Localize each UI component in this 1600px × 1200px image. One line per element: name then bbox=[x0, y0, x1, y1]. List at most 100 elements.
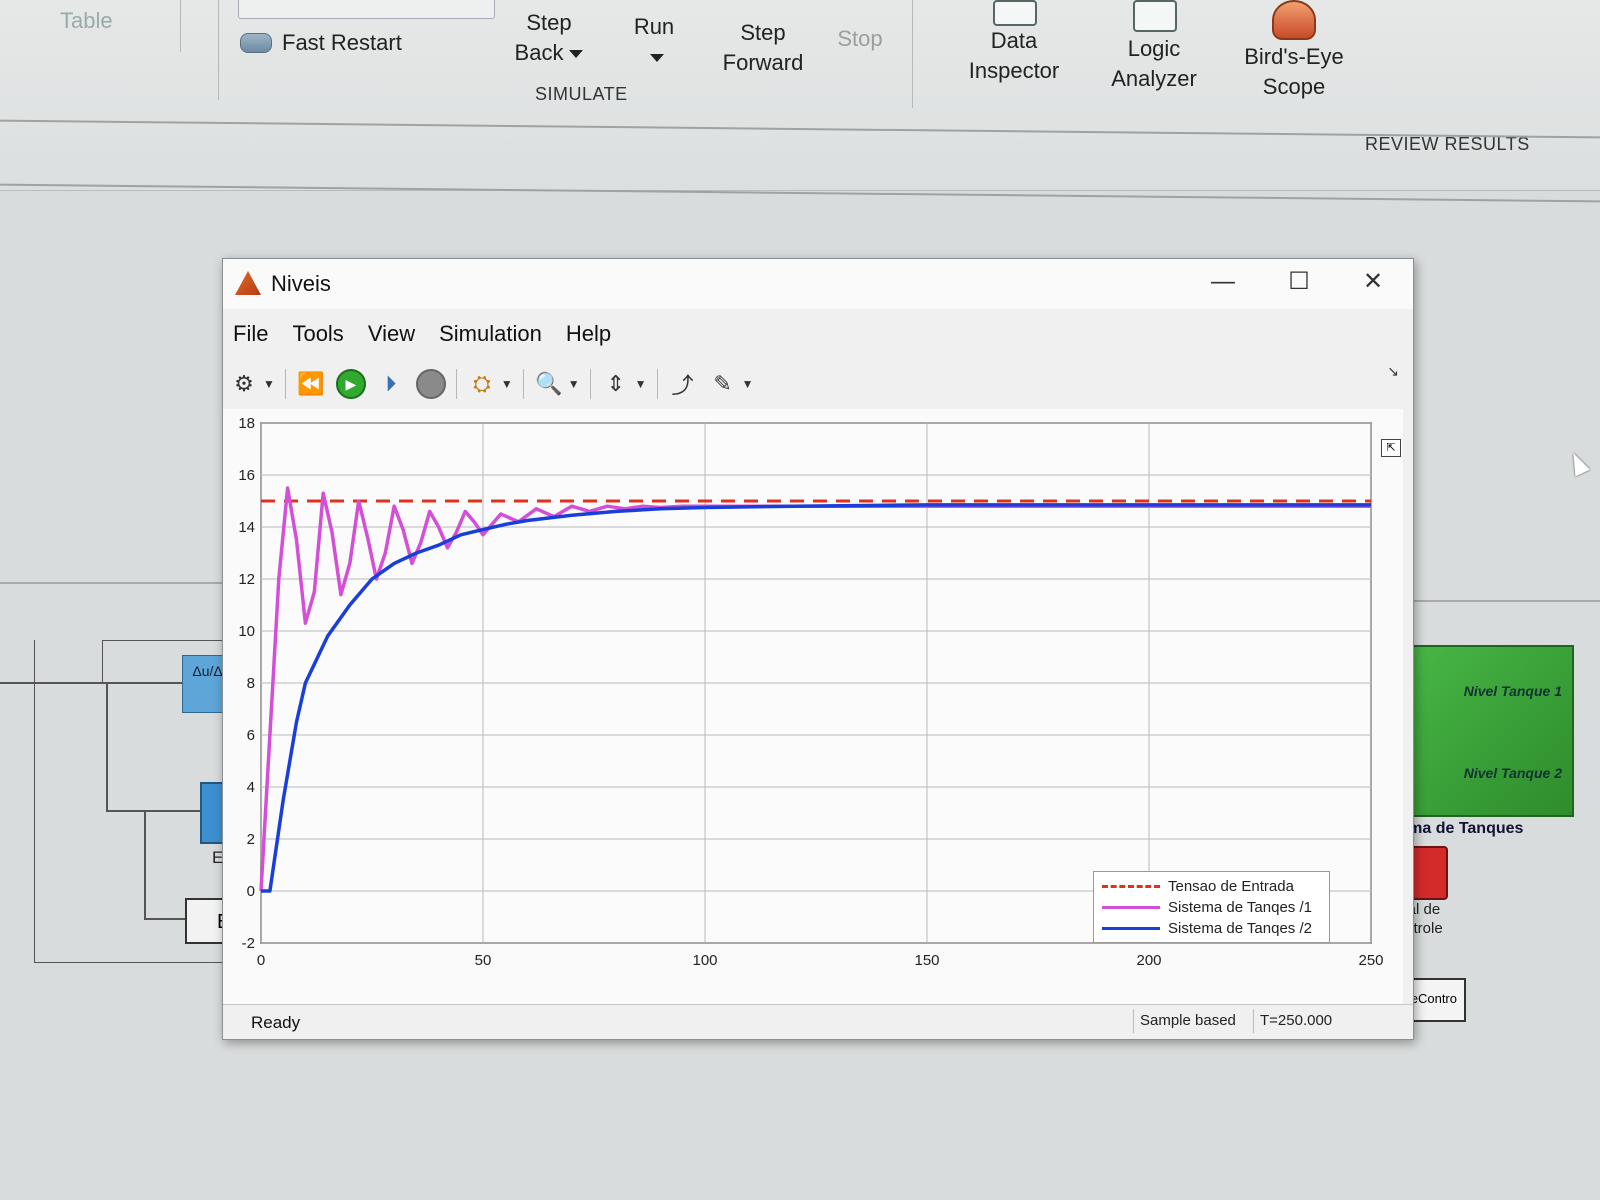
legend-swatch bbox=[1102, 927, 1160, 930]
table-button[interactable]: Table bbox=[60, 8, 113, 33]
data-inspector-label-1: Data bbox=[990, 28, 1038, 53]
logic-analyzer-label-2: Analyzer bbox=[1111, 66, 1197, 91]
fast-restart-label: Fast Restart bbox=[282, 30, 402, 55]
toolbar-separator bbox=[455, 369, 457, 399]
y-tick-label: 16 bbox=[238, 467, 255, 484]
menu-tools[interactable]: Tools bbox=[292, 321, 344, 346]
chevron-down-icon[interactable]: ▼ bbox=[634, 377, 647, 391]
logic-analyzer-button[interactable]: Logic Analyzer bbox=[1100, 34, 1208, 94]
triggers-icon[interactable]: ⤴ bbox=[671, 373, 694, 398]
step-back-icon[interactable]: ⏪ bbox=[297, 371, 325, 396]
sim-time-status: T=250.000 bbox=[1253, 1009, 1352, 1033]
title-bar[interactable]: Niveis — ☐ ✕ bbox=[223, 259, 1413, 309]
y-tick-label: 0 bbox=[247, 883, 255, 900]
legend-item: Sistema de Tanqes /1 bbox=[1102, 899, 1312, 916]
run-button[interactable]: Run bbox=[624, 12, 684, 72]
menu-view[interactable]: View bbox=[367, 321, 416, 346]
y-tick-label: 2 bbox=[247, 831, 255, 848]
signal-line bbox=[144, 810, 146, 920]
run-play-icon[interactable]: ▶ bbox=[335, 369, 366, 399]
autoscale-icon[interactable]: ⇕ bbox=[606, 371, 625, 396]
chevron-down-icon[interactable]: ▼ bbox=[500, 377, 513, 391]
stop-time-field[interactable] bbox=[238, 0, 495, 19]
step-back-button[interactable]: Step Back bbox=[510, 8, 588, 68]
data-inspector-button[interactable]: Data Inspector bbox=[960, 26, 1068, 86]
logic-analyzer-icon bbox=[1133, 0, 1177, 32]
maximize-button[interactable]: ☐ bbox=[1288, 268, 1310, 295]
legend-label: Tensao de Entrada bbox=[1168, 878, 1294, 895]
scope-toolbar: ⚙ ▼ ⏪ ▶ ⏵ ⛭ ▼ 🔍 ▼ ⇕ ▼ ⤴ ✎ ▼ bbox=[229, 361, 1399, 407]
y-tick-label: 18 bbox=[238, 415, 255, 432]
data-inspector-icon bbox=[993, 0, 1037, 26]
y-tick-label: 8 bbox=[247, 675, 255, 692]
signal-line bbox=[106, 682, 108, 812]
legend-label: Sistema de Tanqes /1 bbox=[1168, 899, 1312, 916]
step-forward-icon[interactable]: ⏵ bbox=[385, 371, 397, 396]
close-button[interactable]: ✕ bbox=[1362, 268, 1384, 295]
tanques-block-caption: stema de Tanques bbox=[1385, 820, 1524, 837]
chevron-down-icon[interactable] bbox=[650, 54, 664, 63]
chart-legend[interactable]: Tensao de Entrada Sistema de Tanqes /1 S… bbox=[1093, 871, 1330, 943]
y-tick-label: 14 bbox=[238, 519, 255, 536]
fast-restart-icon bbox=[240, 33, 272, 53]
step-forward-label-1: Step bbox=[740, 20, 786, 45]
review-results-group-label: REVIEW RESULTS bbox=[1365, 134, 1530, 154]
legend-item: Sistema de Tanqes /2 bbox=[1102, 920, 1312, 937]
ribbon-separator bbox=[180, 0, 181, 52]
settings-gear-icon[interactable]: ⚙ bbox=[234, 371, 254, 396]
canvas-divider bbox=[1380, 600, 1600, 602]
signal-line bbox=[34, 962, 249, 963]
stop-label: Stop bbox=[837, 26, 883, 51]
collapse-toolbar-icon[interactable]: ↘ bbox=[1387, 363, 1399, 379]
chevron-down-icon[interactable] bbox=[569, 50, 584, 59]
toolbar-separator bbox=[284, 369, 286, 399]
x-tick-label: 150 bbox=[914, 952, 939, 969]
chevron-down-icon[interactable]: ▼ bbox=[263, 377, 275, 391]
x-tick-label: 200 bbox=[1136, 952, 1161, 969]
minimize-button[interactable]: — bbox=[1211, 268, 1235, 295]
ribbon-separator bbox=[218, 0, 219, 100]
menu-help[interactable]: Help bbox=[565, 321, 612, 346]
x-tick-label: 0 bbox=[257, 952, 265, 969]
menu-file[interactable]: File bbox=[233, 321, 269, 346]
chevron-down-icon[interactable]: ▼ bbox=[741, 377, 754, 391]
ribbon-separator bbox=[912, 0, 913, 108]
matlab-logo-icon bbox=[235, 271, 261, 295]
signal-line bbox=[102, 640, 242, 641]
sistema-de-tanques-block[interactable]: Nivel Tanque 1 Nivel Tanque 2 bbox=[1390, 645, 1574, 817]
signal-line bbox=[34, 640, 35, 962]
legend-swatch bbox=[1102, 885, 1160, 888]
step-back-label-2: Back bbox=[514, 40, 564, 65]
stop-button[interactable]: Stop bbox=[832, 24, 888, 54]
signal-line bbox=[106, 810, 200, 812]
canvas-divider bbox=[0, 582, 240, 584]
step-forward-button[interactable]: Step Forward bbox=[718, 18, 808, 78]
stop-icon[interactable] bbox=[415, 369, 446, 399]
signal-line bbox=[102, 640, 103, 682]
signal-line bbox=[0, 682, 182, 684]
chevron-down-icon[interactable]: ▼ bbox=[567, 377, 580, 391]
zoom-in-icon[interactable]: 🔍 bbox=[535, 371, 563, 396]
legend-label: Sistema de Tanqes /2 bbox=[1168, 920, 1312, 937]
mouse-cursor-icon bbox=[1566, 449, 1590, 477]
signal-line bbox=[144, 918, 186, 920]
birds-eye-label-2: Scope bbox=[1262, 74, 1326, 99]
x-tick-label: 100 bbox=[692, 952, 717, 969]
highlight-block-icon[interactable]: ⛭ bbox=[473, 371, 491, 396]
legend-swatch bbox=[1102, 906, 1160, 909]
logic-analyzer-label-1: Logic bbox=[1127, 36, 1181, 61]
undock-axes-icon[interactable]: ⇱ bbox=[1381, 439, 1401, 457]
menu-simulation[interactable]: Simulation bbox=[439, 321, 542, 346]
legend-item: Tensao de Entrada bbox=[1102, 878, 1294, 895]
y-tick-label: -2 bbox=[242, 935, 255, 952]
plot-area[interactable]: 0 50 100 150 200 250 -2 0 2 4 6 8 10 12 14 16 18 ⇱ Tensa… bbox=[223, 409, 1403, 1004]
step-forward-label-2: Forward bbox=[722, 50, 804, 75]
measurements-icon[interactable]: ✎ bbox=[713, 371, 732, 396]
tanques-port-2-label: Nivel Tanque 2 bbox=[1463, 765, 1562, 781]
y-tick-label: 12 bbox=[238, 571, 255, 588]
scope-window: Niveis — ☐ ✕ File Tools View Simulation … bbox=[222, 258, 1414, 1040]
birds-eye-scope-button[interactable]: Bird's-Eye Scope bbox=[1235, 42, 1353, 102]
fast-restart-button[interactable]: Fast Restart bbox=[240, 30, 402, 56]
birds-eye-label-1: Bird's-Eye bbox=[1244, 44, 1344, 69]
